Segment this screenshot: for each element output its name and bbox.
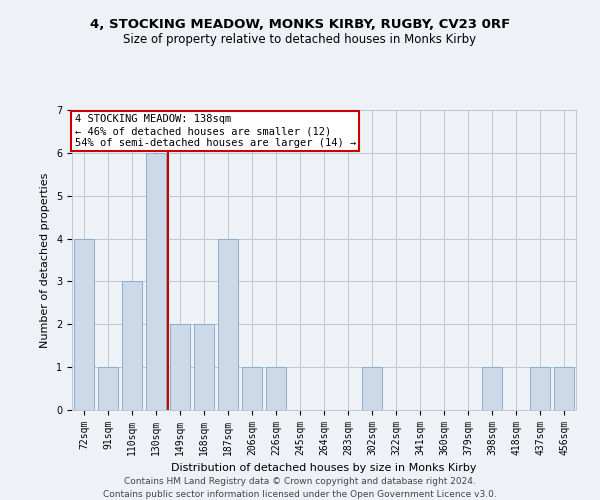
- Bar: [554, 367, 574, 410]
- Y-axis label: Number of detached properties: Number of detached properties: [40, 172, 50, 348]
- X-axis label: Distribution of detached houses by size in Monks Kirby: Distribution of detached houses by size …: [171, 464, 477, 473]
- Text: Contains public sector information licensed under the Open Government Licence v3: Contains public sector information licen…: [103, 490, 497, 499]
- Bar: [74, 238, 94, 410]
- Bar: [266, 367, 286, 410]
- Text: 4, STOCKING MEADOW, MONKS KIRBY, RUGBY, CV23 0RF: 4, STOCKING MEADOW, MONKS KIRBY, RUGBY, …: [90, 18, 510, 30]
- Bar: [122, 282, 142, 410]
- Bar: [530, 367, 550, 410]
- Bar: [482, 367, 502, 410]
- Text: 4 STOCKING MEADOW: 138sqm
← 46% of detached houses are smaller (12)
54% of semi-: 4 STOCKING MEADOW: 138sqm ← 46% of detac…: [74, 114, 356, 148]
- Bar: [146, 153, 166, 410]
- Bar: [218, 238, 238, 410]
- Bar: [170, 324, 190, 410]
- Text: Contains HM Land Registry data © Crown copyright and database right 2024.: Contains HM Land Registry data © Crown c…: [124, 478, 476, 486]
- Text: Size of property relative to detached houses in Monks Kirby: Size of property relative to detached ho…: [124, 32, 476, 46]
- Bar: [362, 367, 382, 410]
- Bar: [242, 367, 262, 410]
- Bar: [98, 367, 118, 410]
- Bar: [194, 324, 214, 410]
